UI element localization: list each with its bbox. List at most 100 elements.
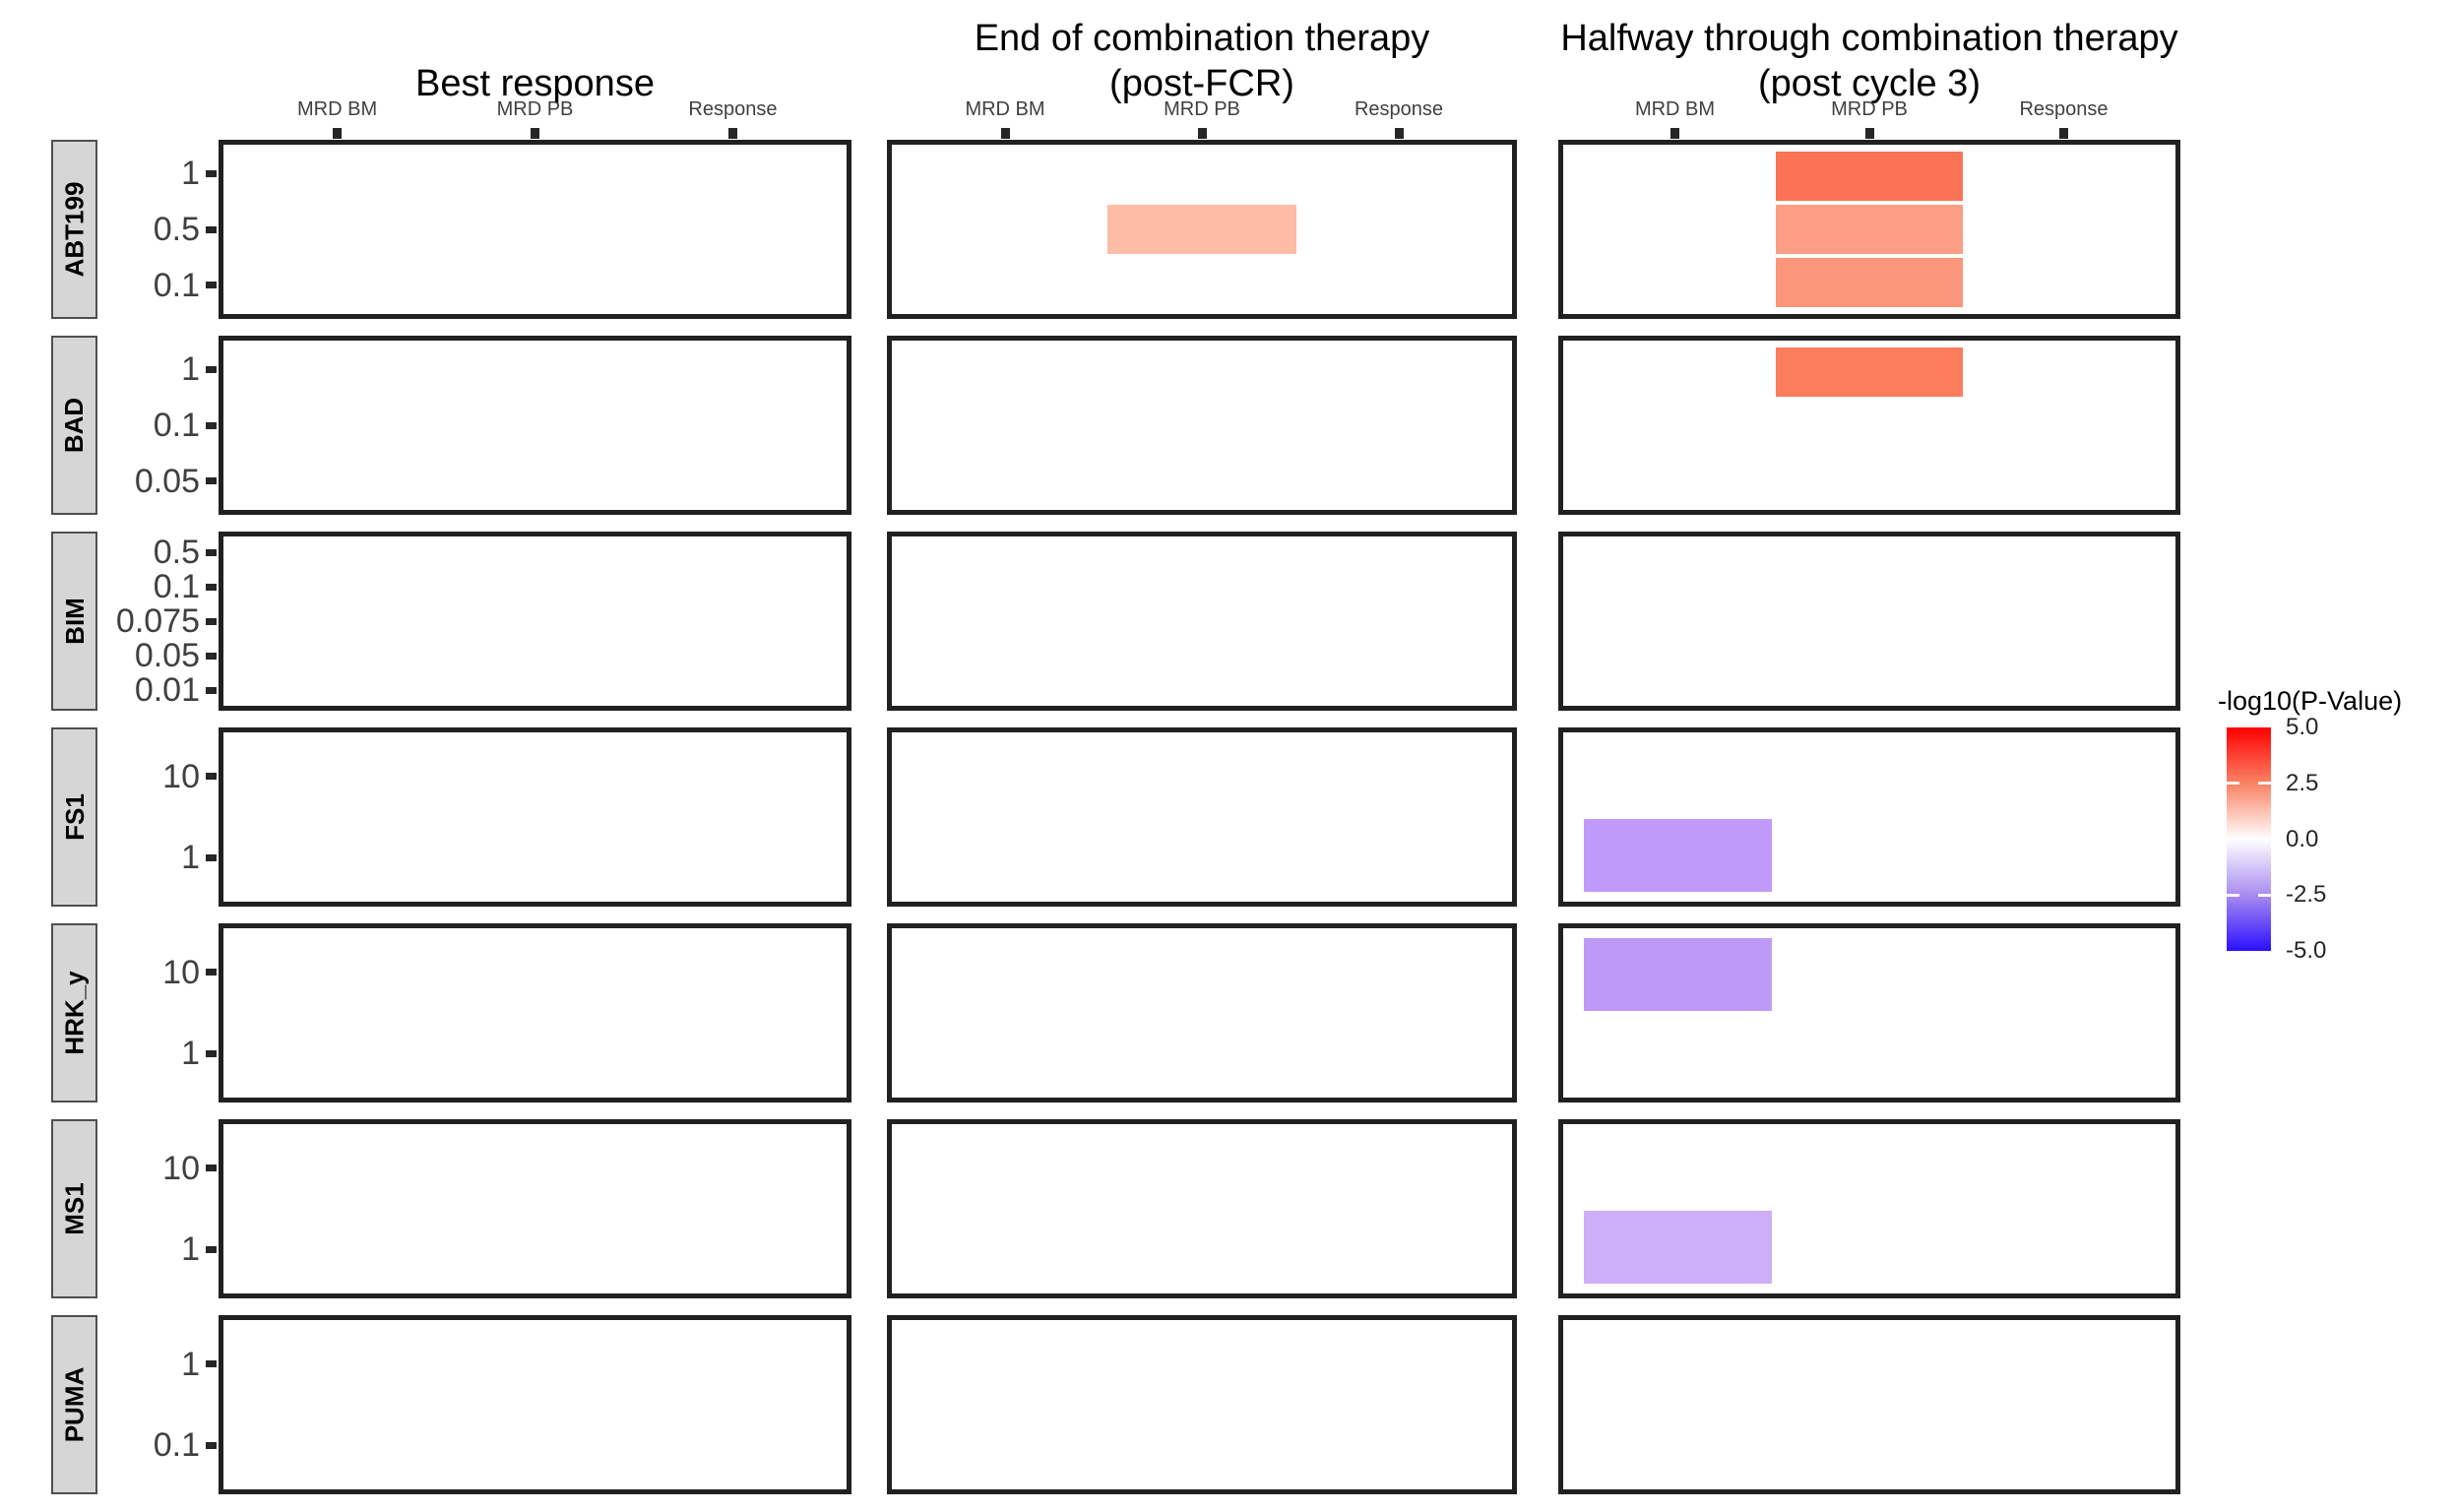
panel-BIM-col1 xyxy=(887,532,1517,711)
x-axis-tick-mark xyxy=(2059,128,2068,139)
facet-column-title-line: Halfway through combination therapy xyxy=(1560,18,2178,59)
y-axis-tick-mark xyxy=(206,548,217,556)
panel-MS1-col1 xyxy=(887,1119,1517,1298)
facet-row-strip: FS1 xyxy=(51,727,97,907)
facet-column-title: Best response xyxy=(130,61,940,106)
x-axis-label: MRD BM xyxy=(965,98,1045,120)
legend-title: -log10(P-Value) xyxy=(2218,686,2403,716)
y-axis-tick-mark xyxy=(206,1441,217,1449)
y-axis-tick-label: 0.01 xyxy=(134,671,200,709)
y-axis-tick-mark xyxy=(206,652,217,660)
y-axis-tick-mark xyxy=(206,853,217,861)
x-axis-tick-mark xyxy=(1000,128,1010,139)
y-axis-tick-mark xyxy=(206,477,217,485)
legend-tick-mark xyxy=(2258,893,2271,897)
heatmap-tile xyxy=(1582,1209,1774,1287)
x-axis-tick-mark xyxy=(531,128,539,139)
heatmap-tile xyxy=(1582,817,1774,895)
panel-FS1-col1 xyxy=(887,727,1517,907)
y-axis-tick-label: 0.05 xyxy=(134,637,200,674)
y-axis-tick-label: 0.1 xyxy=(153,266,200,304)
y-axis-tick-mark xyxy=(206,421,217,429)
x-axis-label: Response xyxy=(1354,98,1444,120)
facet-row-strip-label: MS1 xyxy=(59,1182,90,1235)
panel-BIM-col2 xyxy=(1558,532,2180,711)
x-axis-tick-mark xyxy=(1670,128,1679,139)
y-axis-tick-label: 0.1 xyxy=(153,407,200,444)
y-axis-tick-mark xyxy=(206,1165,217,1172)
x-axis-tick-mark xyxy=(1197,128,1207,139)
y-axis-tick-mark xyxy=(206,365,217,373)
heatmap-tile xyxy=(1582,935,1774,1013)
y-axis-tick-label: 0.05 xyxy=(134,462,200,500)
heatmap-tile xyxy=(1773,203,1966,256)
facet-column-title-line: (post-FCR) xyxy=(1109,63,1294,104)
x-axis-label: MRD BM xyxy=(1634,98,1716,120)
facet-row-strip: ABT199 xyxy=(51,140,97,319)
x-axis-tick-mark xyxy=(727,128,737,139)
y-axis-tick-mark xyxy=(206,1049,217,1057)
facet-row-strip: BAD xyxy=(51,336,97,515)
y-axis-tick-mark xyxy=(206,583,217,591)
panel-BAD-col1 xyxy=(887,336,1517,515)
x-axis-label: MRD BM xyxy=(297,98,378,120)
y-axis-tick-label: 0.5 xyxy=(153,211,200,248)
legend-tick-mark xyxy=(2258,782,2271,786)
facet-row-strip-label: FS1 xyxy=(59,793,90,841)
y-axis-tick-label: 1 xyxy=(181,1345,200,1383)
facet-column-title: Halfway through combination therapy (post… xyxy=(1470,16,2269,106)
panel-ABT199-col0 xyxy=(219,140,851,319)
x-axis-label: MRD PB xyxy=(1164,98,1240,120)
panel-HRK_y-col1 xyxy=(887,923,1517,1102)
legend-tick-label: -2.5 xyxy=(2286,881,2327,909)
facet-column-title-line: End of combination therapy xyxy=(974,18,1430,59)
y-axis-tick-mark xyxy=(206,1245,217,1253)
panel-PUMA-col0 xyxy=(219,1315,851,1494)
x-axis-label: MRD PB xyxy=(1831,98,1908,120)
heatmap-tile xyxy=(1773,150,1966,204)
facet-column-title: End of combination therapy (post-FCR) xyxy=(798,16,1606,106)
x-axis-tick-mark xyxy=(1394,128,1404,139)
x-axis-label: Response xyxy=(2019,98,2109,120)
facet-column-title-line: (post cycle 3) xyxy=(1758,63,1981,104)
panel-PUMA-col1 xyxy=(887,1315,1517,1494)
facet-row-strip: BIM xyxy=(51,532,97,711)
x-axis-tick-mark xyxy=(333,128,343,139)
y-axis-tick-label: 1 xyxy=(181,1230,200,1269)
panel-FS1-col0 xyxy=(219,727,851,907)
y-axis-tick-label: 10 xyxy=(162,1149,200,1187)
y-axis-tick-label: 10 xyxy=(162,757,200,795)
x-axis-tick-mark xyxy=(1864,128,1874,139)
legend-tick-mark xyxy=(2227,782,2239,786)
x-axis-label: MRD PB xyxy=(496,98,574,120)
facet-column-title-line: Best response xyxy=(415,63,655,104)
y-axis-tick-label: 0.5 xyxy=(153,534,200,571)
y-axis-tick-label: 0.1 xyxy=(153,568,200,605)
facet-row-strip: MS1 xyxy=(51,1119,97,1298)
y-axis-tick-mark xyxy=(206,617,217,625)
y-axis-tick-mark xyxy=(206,282,217,289)
panel-HRK_y-col2 xyxy=(1558,923,2180,1102)
legend-colorbar xyxy=(2227,727,2271,951)
panel-HRK_y-col0 xyxy=(219,923,851,1102)
y-axis-tick-mark xyxy=(206,225,217,233)
panel-PUMA-col2 xyxy=(1558,1315,2180,1494)
y-axis-tick-mark xyxy=(206,686,217,694)
y-axis-tick-label: 1 xyxy=(181,350,200,389)
y-axis-tick-label: 1 xyxy=(181,839,200,877)
x-axis-label: Response xyxy=(688,98,778,120)
panel-BIM-col0 xyxy=(219,532,851,711)
legend-tick-label: 2.5 xyxy=(2286,769,2319,796)
heatmap-tile xyxy=(1773,346,1966,400)
legend-tick-label: -5.0 xyxy=(2286,937,2327,964)
y-axis-tick-mark xyxy=(206,1360,217,1368)
legend-tick-label: 5.0 xyxy=(2286,714,2319,740)
y-axis-tick-mark xyxy=(206,969,217,976)
panel-MS1-col0 xyxy=(219,1119,851,1298)
facet-row-strip: PUMA xyxy=(51,1315,97,1494)
y-axis-tick-mark xyxy=(206,169,217,177)
heatmap-tile xyxy=(1773,255,1966,309)
legend-tick-mark xyxy=(2227,893,2239,897)
y-axis-tick-label: 10 xyxy=(162,953,200,991)
